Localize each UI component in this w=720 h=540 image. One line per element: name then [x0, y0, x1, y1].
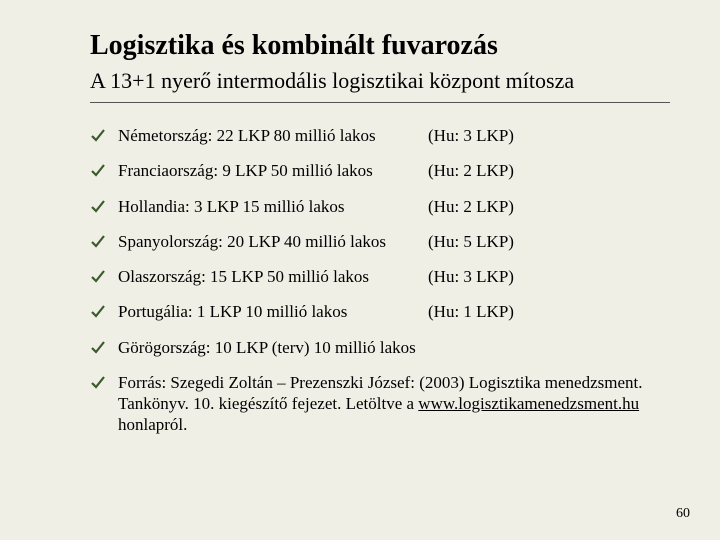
checkmark-icon [90, 162, 118, 178]
checkmark-icon [90, 127, 118, 143]
checkmark-icon [90, 374, 118, 390]
list-item-extra: (Hu: 2 LKP) [428, 160, 514, 181]
list-item-text: Hollandia: 3 LKP 15 millió lakos [118, 196, 428, 217]
list-item-text: Franciaország: 9 LKP 50 millió lakos [118, 160, 428, 181]
list-item: Németország: 22 LKP 80 millió lakos (Hu:… [90, 125, 670, 146]
source-link[interactable]: www.logisztikamenedzsment.hu [418, 394, 639, 413]
list-item-text: Olaszország: 15 LKP 50 millió lakos [118, 266, 428, 287]
list-item-text: Spanyolország: 20 LKP 40 millió lakos [118, 231, 428, 252]
list-item: Spanyolország: 20 LKP 40 millió lakos (H… [90, 231, 670, 252]
checkmark-icon [90, 303, 118, 319]
checkmark-icon [90, 339, 118, 355]
checkmark-icon [90, 233, 118, 249]
slide: Logisztika és kombinált fuvarozás A 13+1… [0, 0, 720, 540]
slide-subtitle: A 13+1 nyerő intermodális logisztikai kö… [90, 68, 670, 94]
list-item: Franciaország: 9 LKP 50 millió lakos (Hu… [90, 160, 670, 181]
source-text: Forrás: Szegedi Zoltán – Prezenszki Józs… [118, 372, 670, 436]
list-item: Görögország: 10 LKP (terv) 10 millió lak… [90, 337, 670, 358]
list-item-text: Németország: 22 LKP 80 millió lakos [118, 125, 428, 146]
list-item-text: Görögország: 10 LKP (terv) 10 millió lak… [118, 337, 428, 358]
list-item-extra: (Hu: 5 LKP) [428, 231, 514, 252]
list-item-extra: (Hu: 1 LKP) [428, 301, 514, 322]
list-item-extra: (Hu: 3 LKP) [428, 266, 514, 287]
list-item-text: Portugália: 1 LKP 10 millió lakos [118, 301, 428, 322]
content-list: Németország: 22 LKP 80 millió lakos (Hu:… [90, 125, 670, 436]
checkmark-icon [90, 198, 118, 214]
checkmark-icon [90, 268, 118, 284]
list-item: Hollandia: 3 LKP 15 millió lakos (Hu: 2 … [90, 196, 670, 217]
slide-title: Logisztika és kombinált fuvarozás [90, 30, 670, 62]
divider [90, 102, 670, 103]
list-item: Portugália: 1 LKP 10 millió lakos (Hu: 1… [90, 301, 670, 322]
source-suffix: honlapról. [118, 415, 187, 434]
source-item: Forrás: Szegedi Zoltán – Prezenszki Józs… [90, 372, 670, 436]
list-item-extra: (Hu: 3 LKP) [428, 125, 514, 146]
list-item: Olaszország: 15 LKP 50 millió lakos (Hu:… [90, 266, 670, 287]
list-item-extra: (Hu: 2 LKP) [428, 196, 514, 217]
page-number: 60 [676, 506, 690, 522]
